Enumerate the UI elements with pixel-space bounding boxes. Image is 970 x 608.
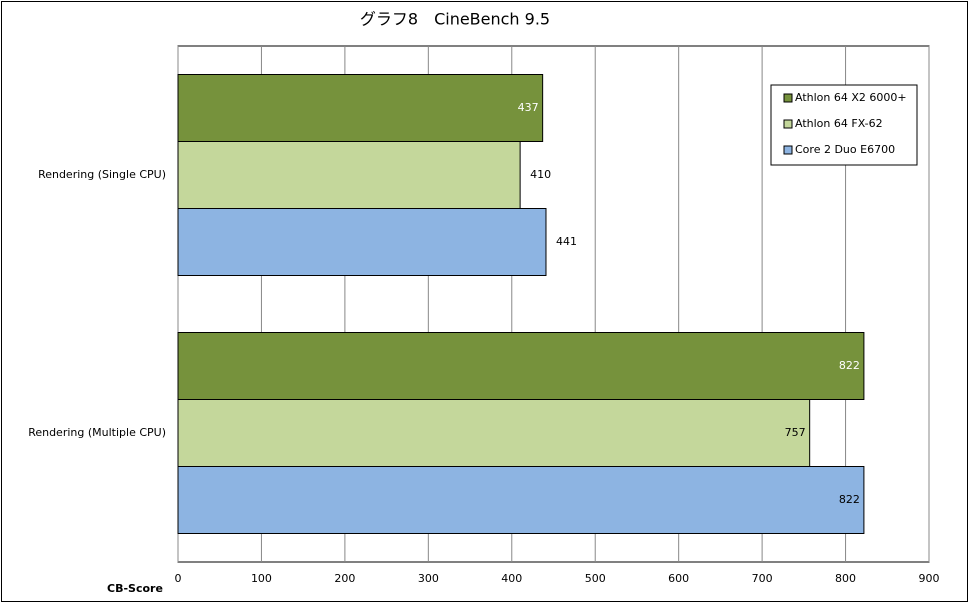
data-label: 822 — [839, 493, 860, 506]
bar — [177, 141, 521, 209]
x-tick-label: 600 — [668, 572, 689, 585]
legend-swatch — [783, 119, 793, 129]
legend-label: Athlon 64 X2 6000+ — [795, 91, 907, 104]
x-tick-label: 300 — [418, 572, 439, 585]
x-tick-label: 0 — [175, 572, 182, 585]
data-label: 410 — [530, 168, 551, 181]
x-tick-label: 500 — [585, 572, 606, 585]
x-tick-label: 100 — [251, 572, 272, 585]
legend-label: Athlon 64 FX-62 — [795, 117, 883, 130]
legend-label: Core 2 Duo E6700 — [795, 143, 895, 156]
data-label: 441 — [556, 235, 577, 248]
bar — [177, 208, 547, 276]
data-label: 822 — [839, 359, 860, 372]
legend-swatch — [783, 93, 793, 103]
y-tick-label: Rendering (Single CPU) — [38, 168, 166, 181]
bar — [177, 74, 544, 142]
x-tick-label: 900 — [919, 572, 940, 585]
bar — [177, 332, 865, 400]
data-label: 437 — [518, 101, 539, 114]
x-tick-label: 700 — [752, 572, 773, 585]
x-tick-label: 400 — [501, 572, 522, 585]
x-tick-label: 800 — [835, 572, 856, 585]
legend-swatch — [783, 145, 793, 155]
x-tick-label: 200 — [334, 572, 355, 585]
legend-box — [770, 84, 918, 166]
chart-title: グラフ8 CineBench 9.5 — [360, 10, 550, 29]
y-tick-label: Rendering (Multiple CPU) — [28, 426, 166, 439]
data-label: 757 — [785, 426, 806, 439]
bar — [177, 399, 811, 467]
x-axis-label: CB-Score — [107, 582, 163, 595]
bar — [177, 466, 865, 534]
